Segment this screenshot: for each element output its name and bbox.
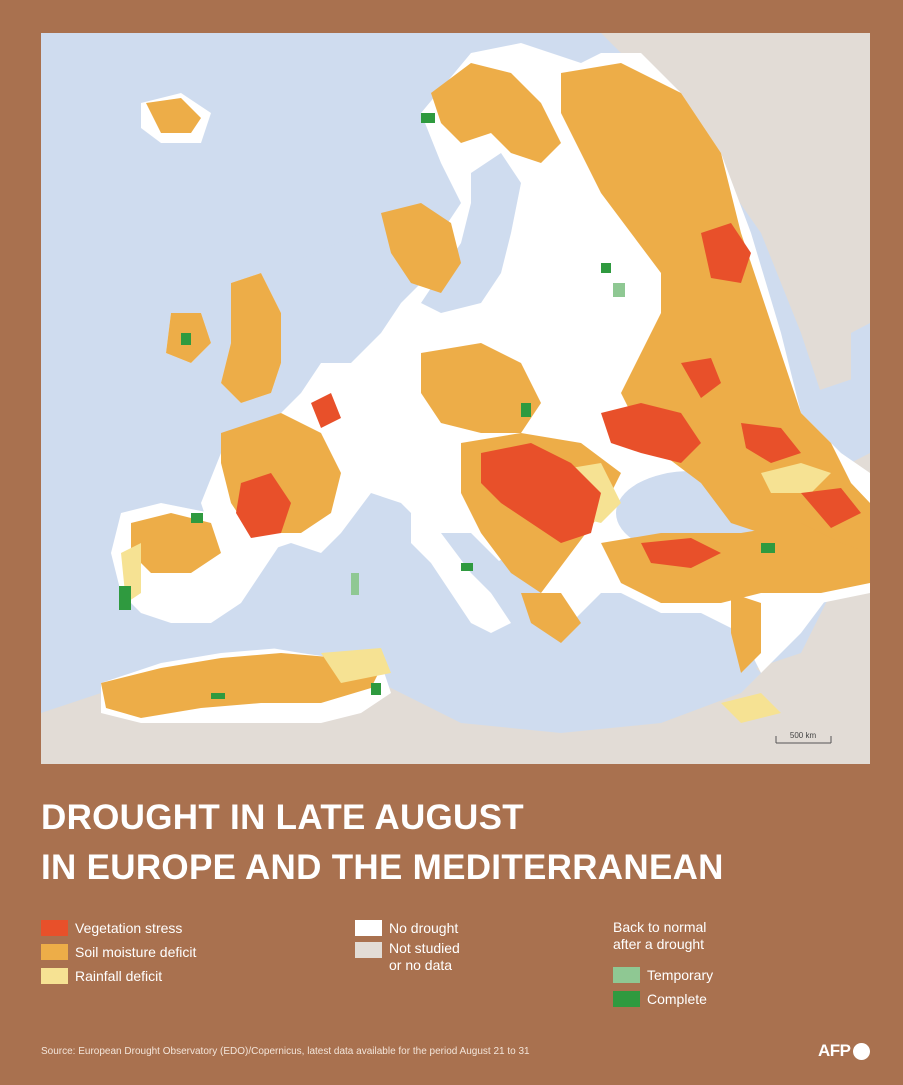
legend-item-complete: Complete: [613, 987, 753, 1011]
title-line-1: DROUGHT IN LATE AUGUST: [41, 798, 524, 837]
no-drought-swatch: [355, 920, 382, 936]
not-studied-swatch: [355, 942, 382, 958]
vegetation-stress-swatch: [41, 920, 68, 936]
recovery-complete-areas: [119, 113, 775, 699]
vegetation-stress-areas: [236, 223, 861, 568]
complete-swatch: [613, 991, 640, 1007]
rainfall-deficit-swatch: [41, 968, 68, 984]
afp-logo-text: AFP: [818, 1041, 851, 1060]
soil-moisture-swatch: [41, 944, 68, 960]
legend-label: Not studied or no data: [389, 940, 460, 973]
legend-label: Vegetation stress: [75, 920, 183, 936]
legend-recovery-title: Back to normal after a drought: [613, 919, 707, 952]
afp-logo-dot: [852, 1042, 870, 1060]
legend-item-not-studied: Not studied or no data: [355, 940, 460, 974]
legend-recovery: Back to normal after a drought Temporary…: [613, 919, 753, 1011]
legend-item-no-drought: No drought: [355, 916, 460, 940]
afp-logo: AFP: [818, 1041, 870, 1061]
legend-label: Complete: [647, 991, 707, 1007]
scale-bar: 500 km: [775, 731, 832, 744]
recovery-temporary-areas: [351, 283, 625, 595]
legend-item-vegetation-stress: Vegetation stress: [41, 916, 196, 940]
drought-map: 500 km: [41, 33, 870, 764]
temporary-swatch: [613, 967, 640, 983]
legend-label: Soil moisture deficit: [75, 944, 197, 960]
legend-label: Rainfall deficit: [75, 968, 163, 984]
legend-label: Temporary: [647, 967, 714, 983]
scale-bar-label: 500 km: [790, 731, 817, 740]
legend-item-soil-moisture-deficit: Soil moisture deficit: [41, 940, 196, 964]
legend-drought: Vegetation stress Soil moisture deficit …: [41, 916, 196, 988]
legend-label: No drought: [389, 920, 459, 936]
legend-status: No drought Not studied or no data: [355, 916, 460, 974]
page-title: DROUGHT IN LATE AUGUST IN EUROPE AND THE…: [41, 793, 861, 893]
source-note: Source: European Drought Observatory (ED…: [41, 1046, 530, 1057]
legend-item-rainfall-deficit: Rainfall deficit: [41, 964, 196, 988]
legend-item-temporary: Temporary: [613, 963, 753, 987]
title-line-2: IN EUROPE AND THE MEDITERRANEAN: [41, 848, 724, 887]
